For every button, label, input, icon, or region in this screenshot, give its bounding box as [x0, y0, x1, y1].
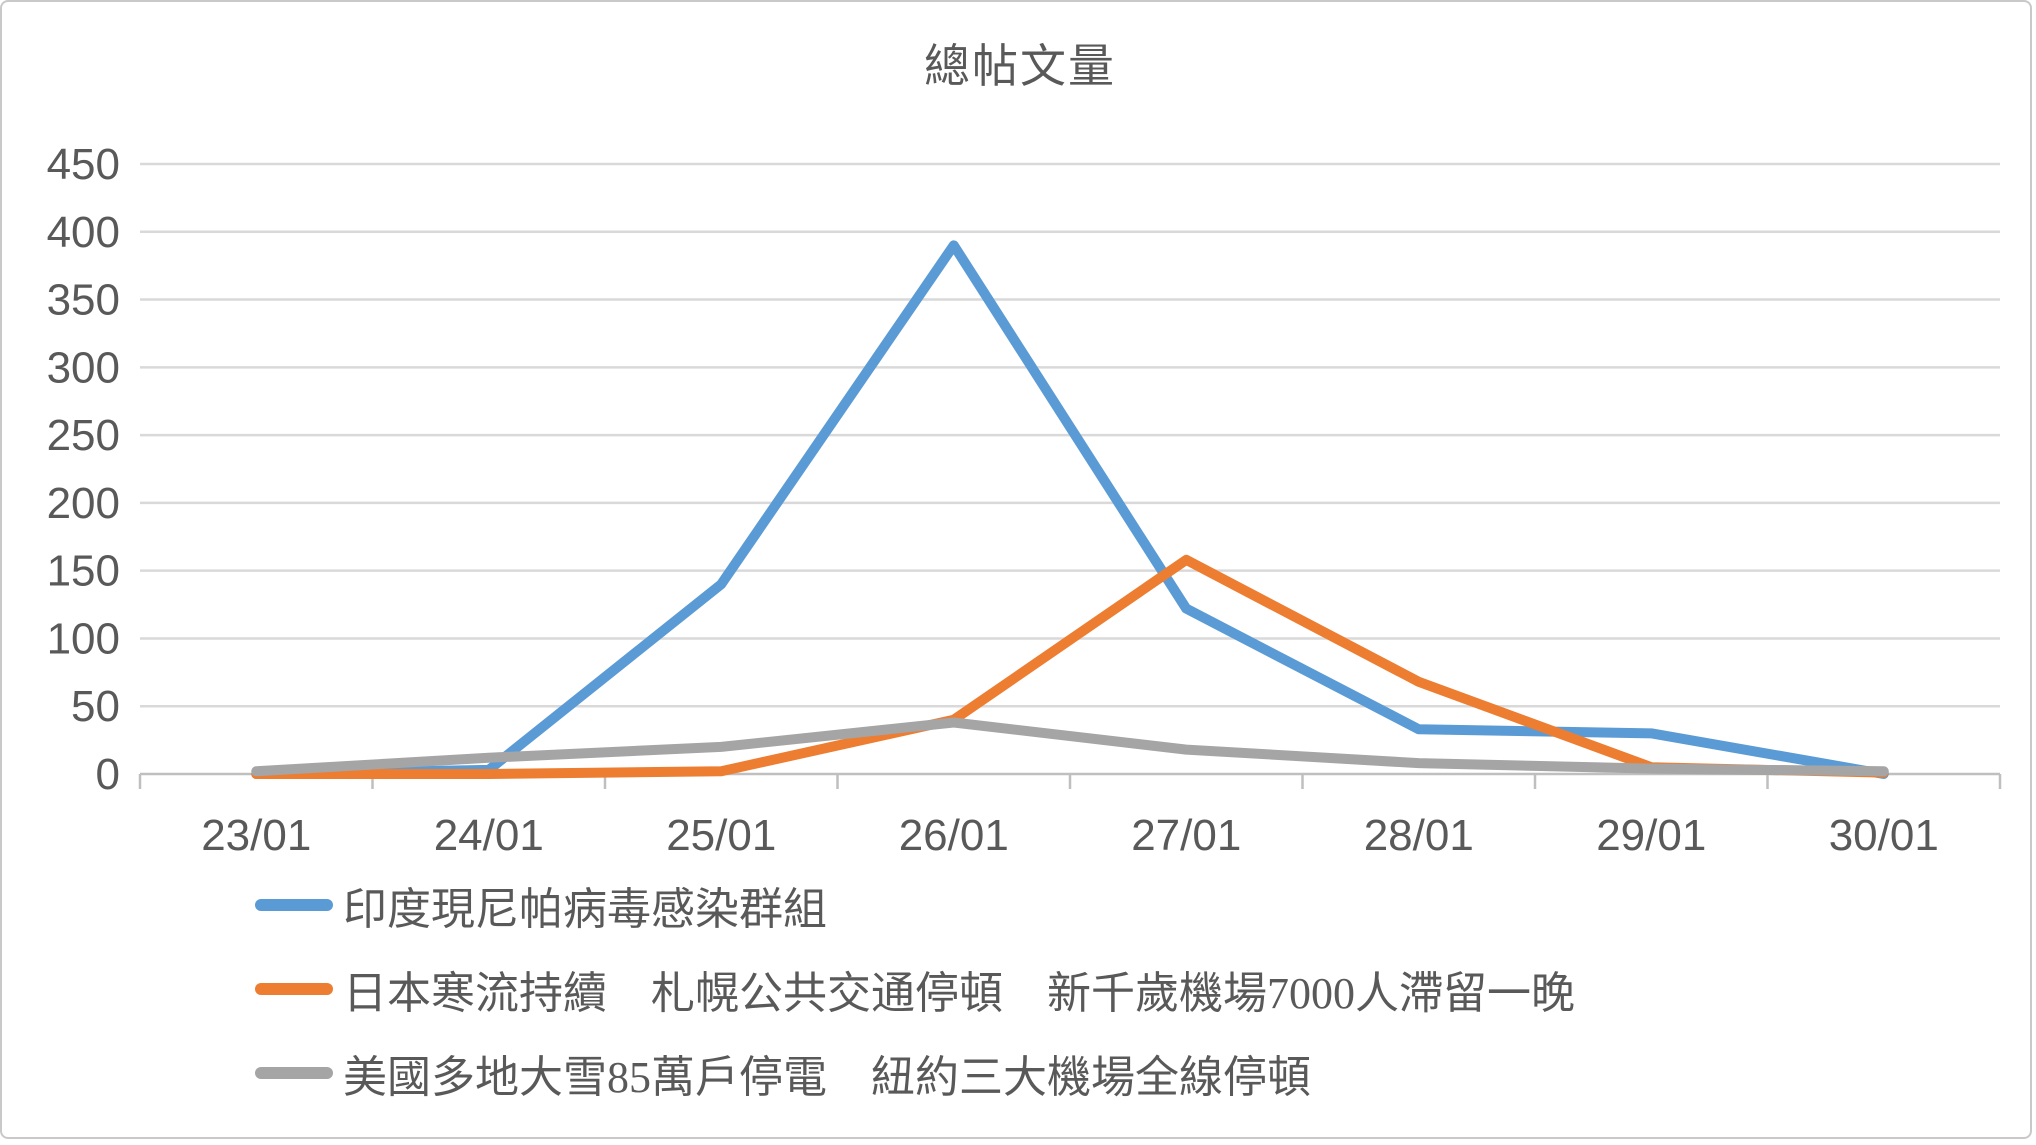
y-tick-label: 250 — [47, 411, 120, 460]
x-tick-label: 24/01 — [434, 811, 544, 860]
x-tick-label: 30/01 — [1829, 811, 1939, 860]
series-line-3 — [251, 717, 1889, 777]
y-tick-label: 450 — [47, 140, 120, 189]
y-tick-label: 0 — [96, 750, 120, 799]
legend-item: 日本寒流持續 札幌公共交通停頓 新千歲機場7000人滯留一晚 — [255, 958, 1575, 1020]
legend-swatch-series-2 — [255, 983, 333, 995]
x-tick-label: 27/01 — [1131, 811, 1241, 860]
legend-item: 美國多地大雪85萬戶停電 紐約三大機場全線停頓 — [255, 1042, 1311, 1104]
legend-label: 印度現尼帕病毒感染群組 — [343, 885, 827, 934]
y-tick-label: 50 — [71, 682, 120, 731]
x-tick-label: 28/01 — [1364, 811, 1474, 860]
legend-swatch-series-1 — [255, 899, 333, 911]
legend-item: 印度現尼帕病毒感染群組 — [255, 874, 827, 936]
x-axis-ticks — [138, 774, 2002, 789]
y-tick-label: 200 — [47, 479, 120, 528]
y-axis-labels: 0 50 100 150 200 250 300 350 400 450 — [47, 140, 120, 799]
y-tick-label: 300 — [47, 343, 120, 392]
series-line-1 — [251, 240, 1889, 779]
legend-label: 美國多地大雪85萬戶停電 紐約三大機場全線停頓 — [343, 1053, 1311, 1102]
legend-swatch-series-3 — [255, 1067, 333, 1079]
y-tick-label: 400 — [47, 208, 120, 257]
x-tick-label: 29/01 — [1596, 811, 1706, 860]
legend-label: 日本寒流持續 札幌公共交通停頓 新千歲機場7000人滯留一晚 — [343, 969, 1575, 1018]
y-tick-label: 350 — [47, 276, 120, 325]
x-axis-labels: 23/01 24/01 25/01 26/01 27/01 28/01 29/01 30/01 — [201, 811, 1939, 860]
chart-title: 總帖文量 — [924, 41, 1116, 92]
y-tick-label: 150 — [47, 547, 120, 596]
y-tick-label: 100 — [47, 614, 120, 663]
gridlines — [140, 162, 2000, 776]
x-tick-label: 26/01 — [899, 811, 1009, 860]
series-line-2 — [251, 554, 1889, 779]
x-tick-label: 25/01 — [666, 811, 776, 860]
x-tick-label: 23/01 — [201, 811, 311, 860]
